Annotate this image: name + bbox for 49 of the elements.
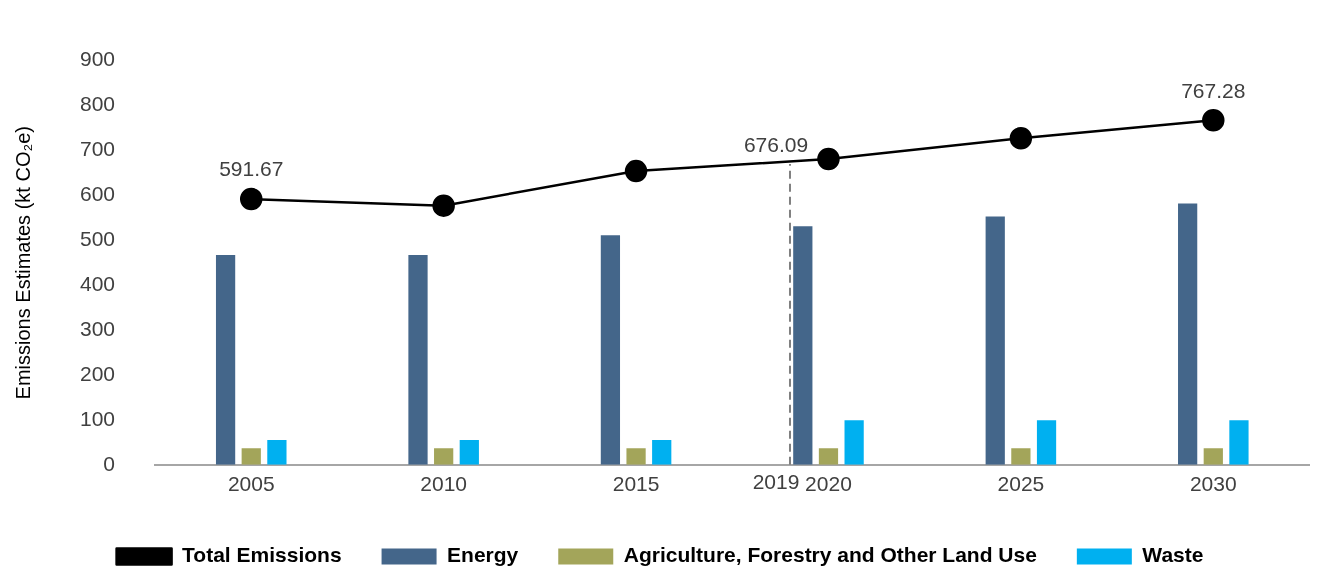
bar bbox=[844, 420, 864, 465]
y-tick-label: 0 bbox=[103, 451, 116, 475]
point bbox=[432, 194, 455, 217]
bar bbox=[626, 448, 646, 465]
y-tick-label: 300 bbox=[79, 316, 116, 340]
x-tick-label: 2020 bbox=[805, 472, 852, 496]
x-tick-label: 2015 bbox=[612, 472, 660, 496]
bar bbox=[1011, 448, 1031, 465]
legend-label: Energy bbox=[447, 543, 519, 567]
bar bbox=[434, 448, 454, 465]
data-label: 767.28 bbox=[1181, 78, 1246, 102]
legend-label: Total Emissions bbox=[182, 543, 342, 567]
bar bbox=[793, 226, 813, 465]
bar bbox=[600, 235, 621, 465]
bar bbox=[1203, 448, 1223, 465]
bar bbox=[215, 255, 236, 465]
x-tick-label: 2010 bbox=[420, 472, 468, 496]
y-tick-label: 400 bbox=[79, 271, 116, 295]
bar bbox=[1036, 420, 1057, 465]
y-tick-label: 600 bbox=[79, 182, 116, 206]
y-tick-label: 700 bbox=[79, 137, 116, 161]
bar bbox=[459, 440, 479, 465]
bar bbox=[241, 448, 261, 465]
y-tick-label: 800 bbox=[79, 92, 116, 116]
y-tick-label: 500 bbox=[79, 227, 116, 251]
point bbox=[817, 147, 840, 171]
bar bbox=[985, 216, 1005, 465]
bar bbox=[818, 448, 839, 465]
legend-label: Agriculture, Forestry and Other Land Use bbox=[623, 543, 1037, 567]
y-tick-label: 900 bbox=[79, 47, 116, 71]
y-tick-label: 100 bbox=[79, 406, 116, 430]
ref-line-label: 2019 bbox=[752, 470, 800, 494]
bar bbox=[408, 255, 428, 465]
data-label: 591.67 bbox=[219, 157, 284, 181]
point bbox=[624, 159, 648, 183]
bar bbox=[1229, 420, 1249, 465]
point bbox=[1202, 108, 1225, 132]
bar bbox=[652, 440, 672, 465]
x-tick-label: 2005 bbox=[227, 472, 275, 496]
bar bbox=[267, 440, 287, 465]
bar bbox=[1178, 203, 1198, 465]
y-tick-label: 200 bbox=[79, 361, 116, 385]
annotation: 676.09 bbox=[743, 133, 809, 157]
legend-label: Waste bbox=[1142, 543, 1204, 567]
x-tick-label: 2030 bbox=[1189, 472, 1237, 496]
point bbox=[239, 187, 263, 211]
point bbox=[1009, 127, 1033, 150]
x-tick-label: 2025 bbox=[997, 472, 1045, 496]
y-axis-title: Emissions Estimates (kt CO₂e) bbox=[11, 126, 34, 400]
